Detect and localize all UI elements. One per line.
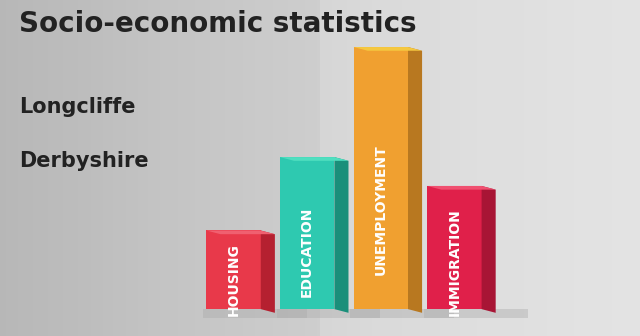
Polygon shape bbox=[424, 309, 528, 318]
Text: HOUSING: HOUSING bbox=[227, 243, 241, 316]
Text: Socio-economic statistics: Socio-economic statistics bbox=[19, 10, 417, 38]
Polygon shape bbox=[320, 0, 640, 336]
Polygon shape bbox=[334, 157, 349, 313]
Polygon shape bbox=[428, 186, 495, 190]
Text: Longcliffe: Longcliffe bbox=[19, 97, 136, 118]
Polygon shape bbox=[206, 230, 275, 234]
Polygon shape bbox=[277, 309, 380, 318]
Text: EDUCATION: EDUCATION bbox=[300, 206, 314, 297]
Polygon shape bbox=[354, 47, 422, 51]
Polygon shape bbox=[280, 157, 349, 161]
Polygon shape bbox=[481, 186, 495, 313]
Text: UNEMPLOYMENT: UNEMPLOYMENT bbox=[374, 144, 388, 275]
Text: IMMIGRATION: IMMIGRATION bbox=[447, 208, 461, 316]
Polygon shape bbox=[206, 230, 261, 309]
Polygon shape bbox=[204, 309, 307, 318]
Polygon shape bbox=[280, 157, 334, 309]
Polygon shape bbox=[351, 309, 454, 318]
Polygon shape bbox=[354, 47, 408, 309]
Polygon shape bbox=[428, 186, 481, 309]
Text: Derbyshire: Derbyshire bbox=[19, 151, 149, 171]
Polygon shape bbox=[261, 230, 275, 313]
Polygon shape bbox=[408, 47, 422, 313]
